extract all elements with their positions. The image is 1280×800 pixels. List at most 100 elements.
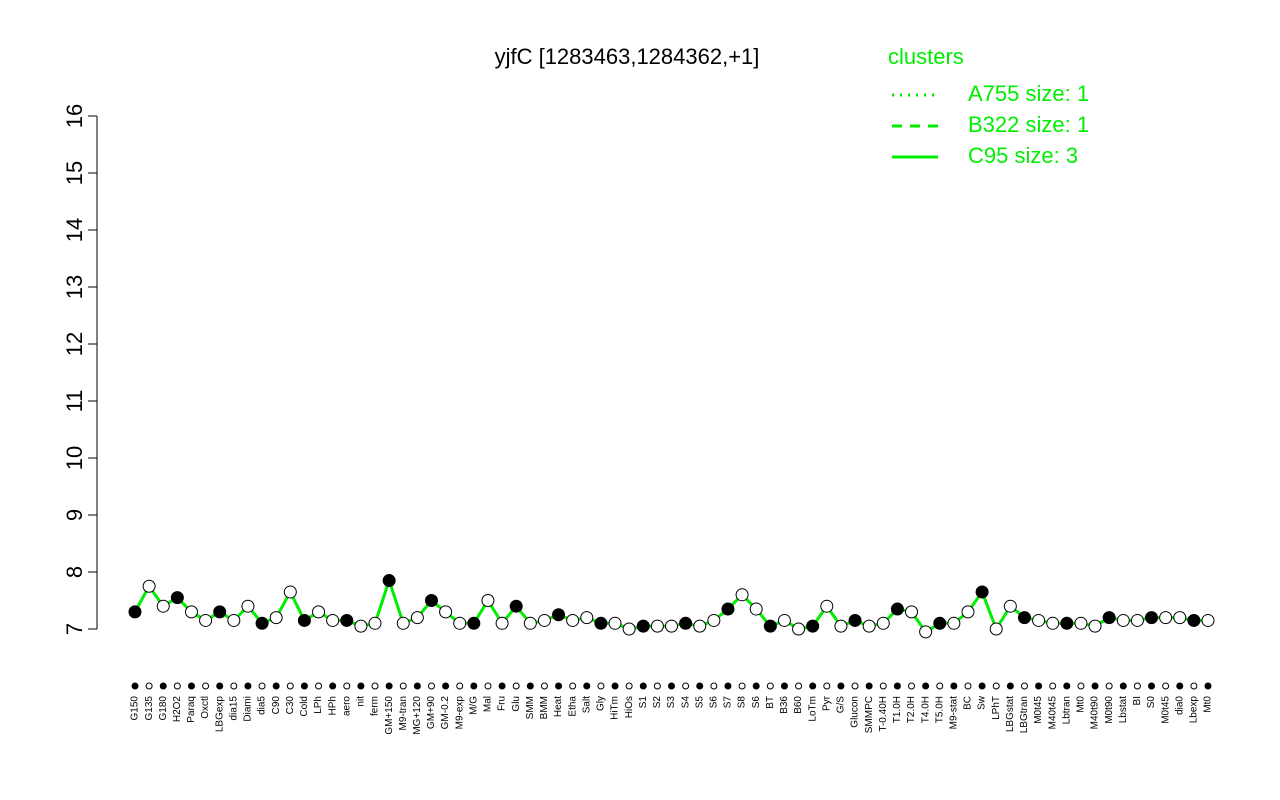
point (552, 608, 566, 622)
rug-dot (555, 682, 563, 690)
rug-dot (173, 682, 181, 690)
rug-dot (922, 682, 930, 690)
rug-dot (583, 682, 591, 690)
rug-dot (1020, 682, 1028, 690)
rug-dot (413, 682, 421, 690)
point (735, 588, 749, 602)
point (975, 585, 989, 599)
rug-dot (795, 682, 803, 690)
x-tick-label: Cold (299, 696, 310, 717)
x-tick-label: Glucon (850, 696, 861, 728)
rug-dot (1133, 682, 1141, 690)
rug-dot (244, 682, 252, 690)
rug-dot (329, 682, 337, 690)
x-tick-label: Mt0 (1203, 696, 1214, 713)
x-tick-label: M/G (468, 696, 479, 715)
rug-dot (865, 682, 873, 690)
point (919, 625, 933, 639)
point (1088, 619, 1102, 633)
point (297, 613, 311, 627)
rug-dot (1119, 682, 1127, 690)
point (989, 622, 1003, 636)
point (227, 613, 241, 627)
rug-dot (936, 682, 944, 690)
x-tick-label: Heat (553, 696, 564, 717)
rug-dot (1148, 682, 1156, 690)
point (368, 616, 382, 630)
x-tick-label: M9-exp (454, 696, 465, 730)
rug-dot (992, 682, 1000, 690)
point (594, 616, 608, 630)
point (665, 619, 678, 633)
x-tick-label: SMMPC (864, 696, 875, 733)
point (848, 613, 862, 627)
y-tick-label: 13 (62, 275, 87, 299)
x-tick-label: BMM (539, 696, 550, 719)
x-tick-label: T-0.40H (878, 696, 889, 732)
x-tick-label: M40t45 (1047, 696, 1058, 730)
x-tick-label: aero (341, 696, 352, 716)
point (128, 605, 142, 619)
rug-dot (837, 682, 845, 690)
point (834, 619, 848, 633)
x-tick-label: LBGstat (1005, 696, 1016, 732)
x-tick-label: T4.0H (920, 696, 931, 723)
x-tick-label: M0t45 (1033, 696, 1044, 724)
point (693, 619, 707, 633)
point (199, 613, 213, 627)
point (707, 613, 721, 627)
rug-dot (357, 682, 365, 690)
point (354, 619, 368, 633)
y-tick-label: 12 (62, 332, 87, 356)
rug-dot (964, 682, 972, 690)
point (763, 619, 777, 633)
point (1046, 616, 1060, 630)
x-tick-label: MG+120 (412, 696, 423, 735)
point (170, 591, 184, 605)
point (777, 613, 791, 627)
rug-dot (724, 682, 732, 690)
point (1187, 613, 1201, 627)
point (961, 605, 975, 619)
x-tick-label: S0 (1146, 696, 1157, 709)
rug-dot (343, 682, 351, 690)
rug-dot (1077, 682, 1085, 690)
rug-dot (809, 682, 817, 690)
rug-dot (286, 682, 294, 690)
point (537, 613, 551, 627)
rug-dot (668, 682, 675, 690)
x-tick-label: S6 (708, 696, 719, 709)
point (213, 605, 227, 619)
rug-dot (696, 682, 704, 690)
point (1145, 611, 1159, 625)
rug-dot (1049, 682, 1057, 690)
rug-dot (851, 682, 859, 690)
x-tick-label: Lbtran (1061, 696, 1072, 724)
rug-dot (766, 682, 774, 690)
rug-dot (823, 682, 831, 690)
point (1003, 599, 1017, 613)
x-tick-label: dia5 (257, 696, 268, 715)
x-tick-label: HiOs (624, 696, 635, 718)
point (1102, 611, 1116, 625)
x-tick-label: GM+150 (384, 696, 395, 735)
point (608, 616, 622, 630)
rug-dot (484, 682, 492, 690)
rug-dot (498, 682, 506, 690)
point (481, 594, 495, 607)
rug-dot (512, 682, 520, 690)
x-tick-label: ferm (370, 696, 381, 716)
point (241, 599, 255, 613)
x-tick-label: dia0 (1174, 696, 1185, 715)
rug-dot (879, 682, 887, 690)
x-tick-label: B36 (779, 696, 790, 714)
x-tick-label: HPh (327, 696, 338, 715)
x-tick-label: LoTm (807, 696, 818, 722)
rug-dot (1204, 682, 1212, 690)
x-tick-label: B60 (793, 696, 804, 714)
x-tick-label: G135 (144, 696, 155, 721)
point (326, 613, 340, 627)
x-tick-label: BT (765, 696, 776, 709)
point (255, 616, 269, 630)
point (1201, 613, 1215, 627)
